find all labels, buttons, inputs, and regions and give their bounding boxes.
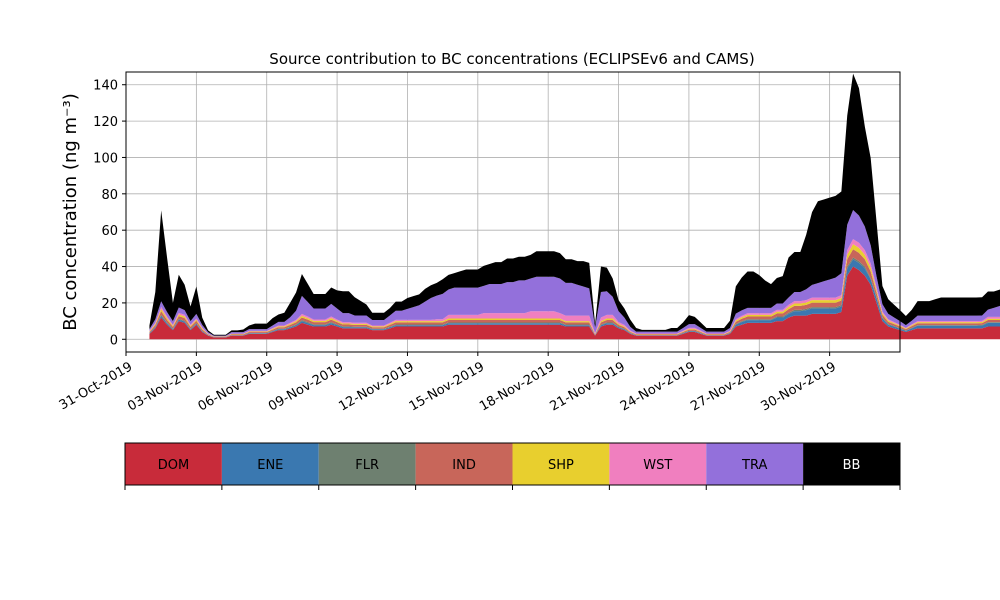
y-tick-label: 40 (101, 261, 118, 276)
area-series-bb (149, 73, 1000, 336)
y-tick-label: 100 (93, 151, 118, 166)
legend-label-ind: IND (452, 458, 476, 473)
x-tick-label: 09-Nov-2019 (266, 359, 346, 414)
legend-swatch-flr (318, 443, 416, 485)
legend-label-ene: ENE (257, 458, 283, 473)
x-tick-label: 12-Nov-2019 (336, 359, 416, 414)
area-series-tra (149, 210, 1000, 337)
area-series-ene (149, 259, 1000, 338)
y-tick-label: 140 (93, 79, 118, 94)
x-tick-label: 15-Nov-2019 (407, 359, 487, 414)
stacked-areas (149, 73, 1000, 340)
legend-label-flr: FLR (355, 458, 379, 473)
legend-swatch-wst (609, 443, 707, 485)
legend-label-shp: SHP (548, 458, 574, 473)
legend-swatch-shp (512, 443, 610, 485)
legend-swatch-bb (803, 443, 900, 485)
y-axis-label: BC concentration (ng m⁻³) (60, 93, 81, 331)
x-tick-label: 06-Nov-2019 (196, 359, 276, 414)
colorbar-legend: DOM ENE FLR IND SHP WST TRA BB (124, 442, 901, 490)
legend-swatch-tra (706, 443, 804, 485)
y-tick-label: 80 (101, 188, 118, 203)
y-axis: 0 20 40 60 80 100 120 140 (93, 79, 126, 348)
x-tick-label: 18-Nov-2019 (477, 359, 557, 414)
x-tick-label: 03-Nov-2019 (125, 359, 205, 414)
y-tick-label: 60 (101, 224, 118, 239)
legend-label-bb: BB (843, 458, 861, 473)
y-tick-label: 20 (101, 297, 118, 312)
y-tick-label: 0 (110, 333, 118, 348)
chart-title: Source contribution to BC concentrations… (269, 50, 754, 68)
legend-swatch-ind (415, 443, 513, 485)
legend-swatch-dom (125, 443, 222, 485)
legend-swatch-ene (221, 443, 319, 485)
area-series-wst (149, 239, 1000, 337)
plot-frame (125, 71, 901, 353)
x-tick-label: 30-Nov-2019 (759, 359, 839, 414)
area-series-dom (149, 266, 1000, 340)
x-tick-label: 31-Oct-2019 (57, 359, 135, 413)
legend-label-wst: WST (643, 458, 672, 473)
legend-label-dom: DOM (158, 458, 189, 473)
legend-label-tra: TRA (741, 458, 767, 473)
x-tick-label: 24-Nov-2019 (618, 359, 698, 414)
x-tick-label: 27-Nov-2019 (688, 359, 768, 414)
x-tick-label: 21-Nov-2019 (547, 359, 627, 414)
y-tick-label: 120 (93, 115, 118, 130)
x-axis: 31-Oct-201903-Nov-201906-Nov-201909-Nov-… (57, 352, 839, 414)
